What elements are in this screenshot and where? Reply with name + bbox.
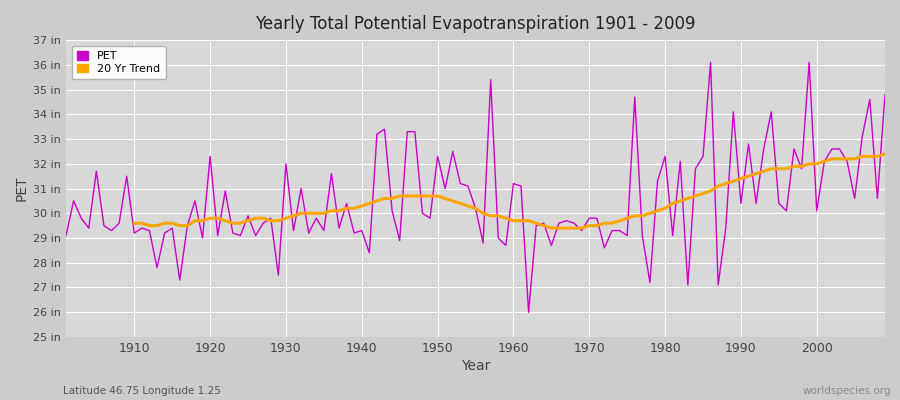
PET <box>334 226 345 230</box>
Legend: PET, 20 Yr Trend: PET, 20 Yr Trend <box>72 46 166 79</box>
Text: Latitude 46.75 Longitude 1.25: Latitude 46.75 Longitude 1.25 <box>63 386 220 396</box>
20 Yr Trend <box>303 211 314 216</box>
Title: Yearly Total Potential Evapotranspiration 1901 - 2009: Yearly Total Potential Evapotranspiratio… <box>256 15 696 33</box>
Y-axis label: PET: PET <box>15 176 29 201</box>
20 Yr Trend <box>826 156 837 161</box>
20 Yr Trend <box>129 221 140 226</box>
Line: 20 Yr Trend: 20 Yr Trend <box>134 154 885 228</box>
PET <box>523 310 534 315</box>
PET <box>500 243 511 248</box>
20 Yr Trend <box>879 152 890 156</box>
PET <box>60 233 71 238</box>
20 Yr Trend <box>546 226 557 230</box>
20 Yr Trend <box>850 156 860 161</box>
PET <box>879 92 890 97</box>
X-axis label: Year: Year <box>461 359 491 373</box>
20 Yr Trend <box>584 223 595 228</box>
PET <box>706 60 716 65</box>
20 Yr Trend <box>516 218 526 223</box>
PET <box>508 181 518 186</box>
Line: PET: PET <box>66 62 885 312</box>
PET <box>122 174 132 178</box>
PET <box>288 228 299 233</box>
PET <box>607 228 617 233</box>
Text: worldspecies.org: worldspecies.org <box>803 386 891 396</box>
20 Yr Trend <box>273 218 284 223</box>
